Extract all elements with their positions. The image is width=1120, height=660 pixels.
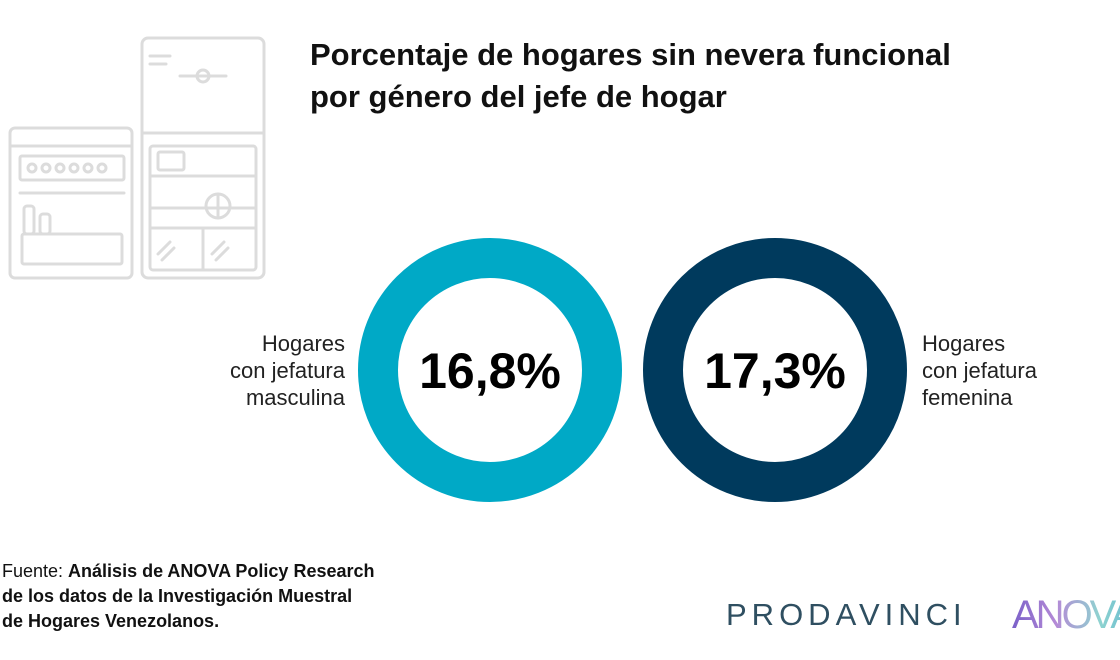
donut-value-label: 17,3%: [704, 343, 846, 399]
source-prefix: Fuente:: [2, 561, 69, 581]
series-label-line: masculina: [245, 385, 345, 410]
source-line1: Análisis de ANOVA Policy Research: [68, 561, 375, 581]
chart-title: Porcentaje de hogares sin nevera funcion…: [310, 34, 1070, 118]
source-line3: de Hogares Venezolanos.: [2, 611, 220, 631]
svg-text:ANOVA: ANOVA: [1012, 593, 1120, 634]
series-label-line: con jefatura: [922, 358, 1037, 383]
refrigerator-icon: [8, 36, 266, 280]
donut-value-label: 16,8%: [419, 343, 561, 399]
series-label-line: Hogares: [922, 331, 1006, 356]
series-label-line: Hogares: [261, 331, 345, 356]
anova-logo: ANOVA: [1012, 593, 1120, 634]
chart-title-line2: por género del jefe de hogar: [310, 79, 727, 114]
donut-ring-femenina: [643, 238, 907, 502]
series-label-masculina: Hogares con jefatura masculina: [150, 330, 345, 411]
series-label-line: femenina: [922, 385, 1013, 410]
donut-ring-masculina: [358, 238, 622, 502]
series-label-line: con jefatura: [230, 358, 345, 383]
series-label-femenina: Hogares con jefatura femenina: [922, 330, 1112, 411]
source-line2: de los datos de la Investigación Muestra…: [2, 586, 353, 606]
source-note: Fuente: Análisis de ANOVA Policy Researc…: [2, 559, 422, 634]
prodavinci-logo: PRODAVINCI: [726, 597, 967, 632]
chart-title-line1: Porcentaje de hogares sin nevera funcion…: [310, 37, 951, 72]
